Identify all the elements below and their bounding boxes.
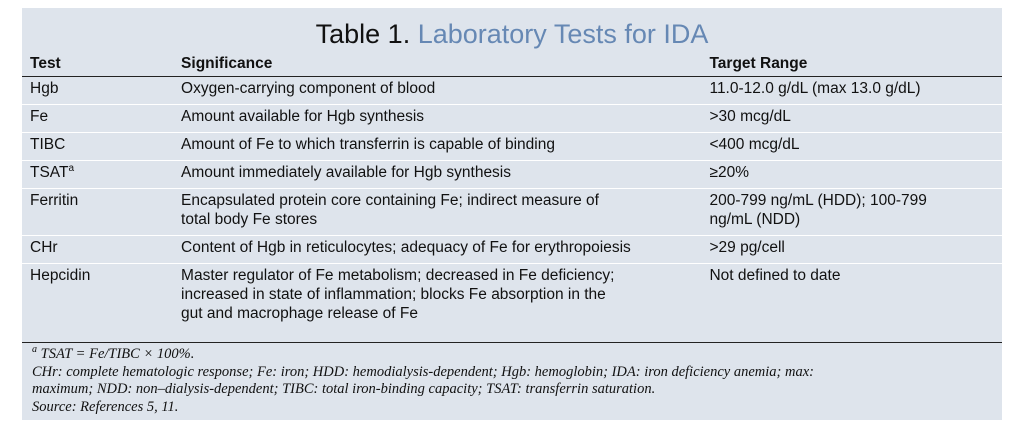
cell-test: Hgb: [22, 76, 174, 105]
cell-test: CHr: [22, 235, 174, 264]
cell-range: <400 mcg/dL: [701, 132, 1002, 161]
footnote-abbreviations: CHr: complete hematologic response; Fe: …: [32, 364, 992, 399]
cell-line: increased in state of inflammation; bloc…: [181, 286, 606, 303]
cell-test: TIBC: [22, 132, 174, 161]
footnote-divider: [22, 342, 1002, 343]
footnote-tsat: a TSAT = Fe/TIBC × 100%.: [32, 344, 992, 364]
table-row: TIBC Amount of Fe to which transferrin i…: [22, 132, 1002, 161]
table-row: TSATa Amount immediately available for H…: [22, 160, 1002, 189]
cell-range: >30 mcg/dL: [701, 104, 1002, 133]
table-row: Fe Amount available for Hgb synthesis >3…: [22, 104, 1002, 133]
table-row: Hepcidin Master regulator of Fe metaboli…: [22, 264, 1002, 328]
table-row: Ferritin Encapsulated protein core conta…: [22, 188, 1002, 236]
lab-tests-table: Test Significance Target Range Hgb Oxyge…: [22, 52, 1002, 327]
header-test: Test: [22, 52, 174, 77]
cell-range: >29 pg/cell: [701, 235, 1002, 264]
cell-line: Master regulator of Fe metabolism; decre…: [181, 267, 615, 284]
cell-line: Encapsulated protein core containing Fe;…: [181, 192, 599, 209]
cell-range: 11.0-12.0 g/dL (max 13.0 g/dL): [701, 76, 1002, 105]
footnote-line: CHr: complete hematologic response; Fe: …: [32, 363, 814, 380]
test-name: TSAT: [30, 164, 69, 181]
cell-range: ≥20%: [701, 160, 1002, 189]
cell-significance: Amount immediately available for Hgb syn…: [173, 160, 702, 189]
header-target-range: Target Range: [701, 52, 1002, 77]
table-panel: Table 1. Laboratory Tests for IDA Test S…: [22, 8, 1002, 420]
table-title-main: Laboratory Tests for IDA: [417, 19, 709, 49]
table-row: Hgb Oxygen-carrying component of blood 1…: [22, 76, 1002, 105]
footnote-line: maximum; NDD: non–dialysis-dependent; TI…: [32, 381, 656, 397]
cell-significance: Content of Hgb in reticulocytes; adequac…: [173, 235, 702, 264]
cell-line: gut and macrophage release of Fe: [181, 305, 419, 322]
cell-line: ng/mL (NDD): [709, 211, 801, 228]
table-title: Table 1. Laboratory Tests for IDA: [22, 18, 1002, 50]
table-row: CHr Content of Hgb in reticulocytes; ade…: [22, 235, 1002, 264]
footnote-tsat-text: TSAT = Fe/TIBC × 100%.: [40, 346, 195, 362]
cell-range: Not defined to date: [709, 267, 841, 284]
cell-test: Hepcidin: [30, 267, 91, 284]
cell-significance: Amount of Fe to which transferrin is cap…: [173, 132, 702, 161]
cell-significance: Master regulator of Fe metabolism; decre…: [173, 264, 701, 328]
cell-test: Fe: [22, 104, 174, 133]
cell-test: TSATa: [22, 160, 174, 189]
table-footnotes: a TSAT = Fe/TIBC × 100%. CHr: complete h…: [32, 344, 992, 416]
cell-line: total body Fe stores: [181, 211, 318, 228]
footnote-source: Source: References 5, 11.: [32, 398, 179, 415]
cell-test: Ferritin: [22, 188, 174, 236]
table-title-prefix: Table 1.: [315, 19, 411, 49]
footnote-marker: a: [68, 162, 75, 174]
cell-significance: Amount available for Hgb synthesis: [173, 104, 702, 133]
footnote-marker: a: [32, 344, 37, 356]
header-significance: Significance: [173, 52, 702, 77]
cell-significance: Oxygen-carrying component of blood: [173, 76, 702, 105]
cell-range: 200-799 ng/mL (HDD); 100-799 ng/mL (NDD): [701, 188, 1002, 236]
table-header-row: Test Significance Target Range: [22, 52, 1002, 77]
cell-significance: Encapsulated protein core containing Fe;…: [173, 188, 702, 236]
cell-line: 200-799 ng/mL (HDD); 100-799: [709, 192, 927, 209]
